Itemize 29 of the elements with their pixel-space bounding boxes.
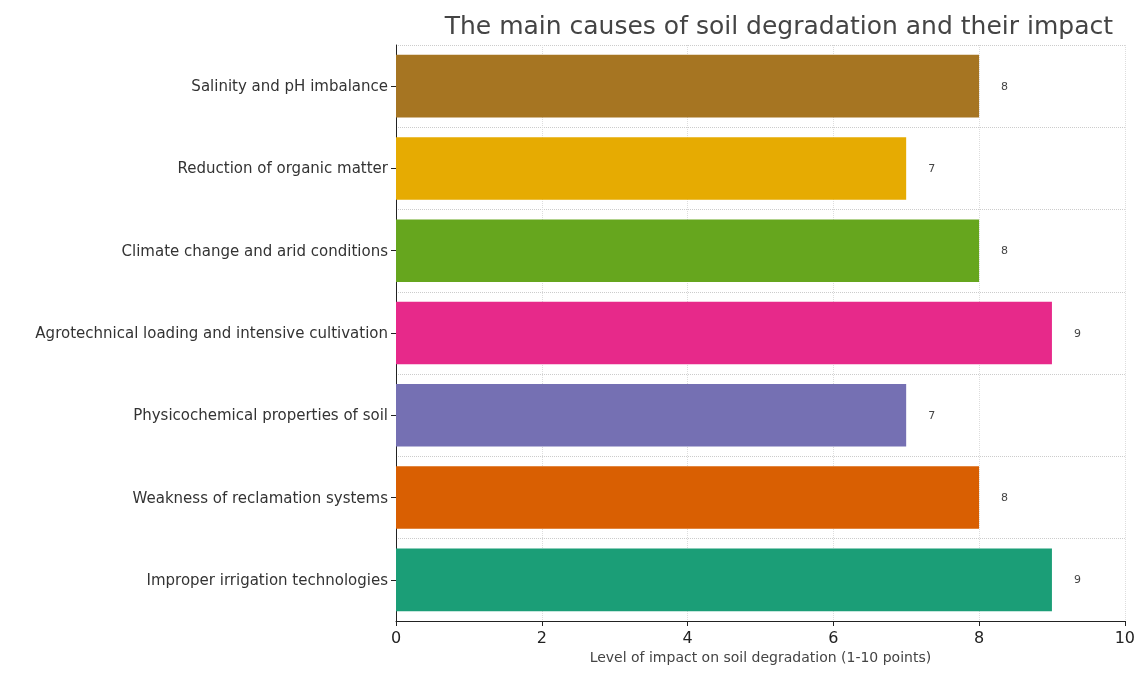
data-label: 8 [1001,244,1009,258]
y-tick-label: Agrotechnical loading and intensive cultivation [35,324,388,342]
data-label: 8 [1001,491,1009,505]
bar [396,301,1052,365]
data-label: 7 [928,161,936,175]
x-axis-title: Level of impact on soil degradation (1-10 points) [589,648,932,665]
x-tick-label: 2 [536,627,547,647]
x-tick-label: 0 [390,627,402,647]
bar [396,54,980,118]
y-tick-label: Reduction of organic matter [177,159,389,178]
y-tick-label: Salinity and pH imbalance [191,77,388,96]
data-label: 8 [1001,79,1009,93]
x-tick-label: 10 [1114,627,1135,647]
data-label: 9 [1073,573,1081,587]
bar [396,548,1052,612]
bar [396,384,907,447]
x-tick-label: 4 [682,627,693,647]
data-label: 7 [928,408,936,422]
y-tick-label: Physicochemical properties of soil [133,406,388,425]
x-tick-label: 8 [973,627,985,647]
data-label: 9 [1073,326,1081,340]
x-tick-label: 6 [828,627,839,647]
y-tick-label: Weakness of reclamation systems [132,488,389,507]
y-tick-label: Climate change and arid conditions [121,241,389,260]
y-tick-label: Improper irrigation technologies [146,570,389,589]
bar [396,219,980,282]
bar [396,137,907,200]
bar [396,466,980,529]
chart-title: The main causes of soil degradation and their impact [443,11,1114,40]
